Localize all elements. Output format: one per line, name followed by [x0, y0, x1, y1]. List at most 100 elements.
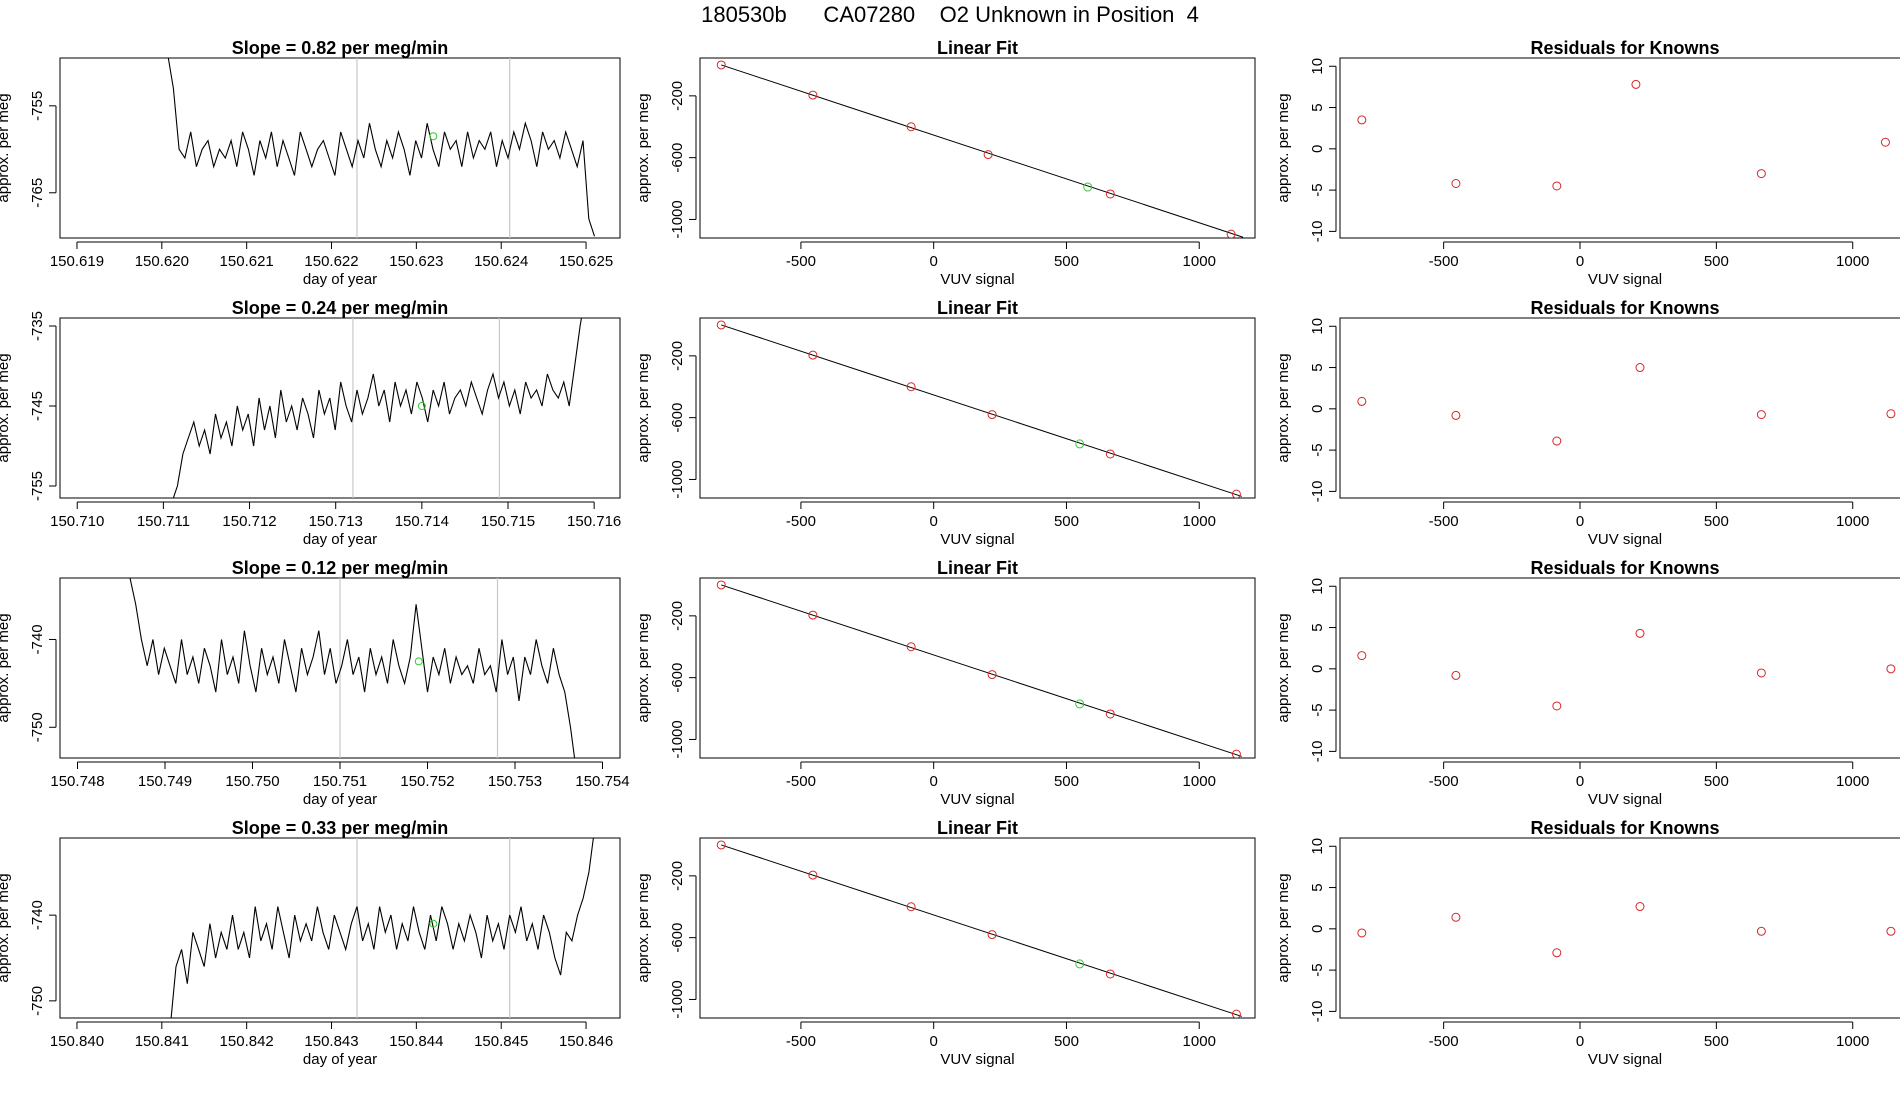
- plot-frame: [699, 317, 1256, 499]
- x-tick-label: 150.620: [135, 253, 189, 270]
- y-tick-label: 5: [1309, 363, 1326, 371]
- y-tick-label: -5: [1309, 963, 1326, 976]
- x-tick-label: 150.619: [50, 253, 104, 270]
- plot-area: [716, 60, 1244, 238]
- unknown-point: [417, 402, 426, 410]
- y-tick-label: 10: [1309, 578, 1326, 595]
- x-tick-label: 150.621: [220, 253, 274, 270]
- y-tick-label: -10: [1309, 481, 1326, 503]
- y-tick-label: -200: [669, 601, 686, 631]
- known-point: [906, 642, 916, 652]
- x-tick-label: 150.714: [395, 513, 449, 530]
- unknown-point: [414, 657, 423, 666]
- x-tick-label: 150.753: [488, 773, 542, 790]
- plot-area: [170, 838, 594, 1018]
- x-tick-label: 1000: [1183, 513, 1216, 530]
- x-tick-label: 150.712: [222, 513, 276, 530]
- y-axis-label: approx. per meg: [635, 873, 652, 982]
- known-point: [808, 870, 818, 880]
- y-tick-label: -600: [669, 403, 686, 433]
- x-tick-label: 500: [1704, 253, 1729, 270]
- y-axis-label: approx. per meg: [635, 613, 652, 722]
- x-tick-label: 0: [1576, 773, 1584, 790]
- y-tick-label: -5: [1309, 183, 1326, 196]
- y-tick-label: -755: [29, 471, 46, 501]
- chart-title: Linear Fit: [937, 298, 1018, 318]
- residual-point: [1631, 79, 1641, 89]
- x-tick-label: 150.842: [220, 1033, 274, 1050]
- y-tick-label: -740: [29, 624, 46, 654]
- residual-point: [1635, 628, 1645, 638]
- y-axis-label: approx. per meg: [0, 353, 12, 462]
- chart-residuals-4: Residuals for Knowns -500 0 500 1000 VUV sign…: [1275, 818, 1900, 1068]
- x-axis-label: day of year: [303, 791, 377, 808]
- known-point: [983, 150, 993, 160]
- unknown-point: [429, 132, 438, 141]
- residual-point: [1451, 912, 1461, 922]
- y-tick-label: 0: [1309, 405, 1326, 413]
- known-point: [1231, 489, 1241, 498]
- x-tick-label: -500: [1429, 773, 1459, 790]
- y-tick-label: 10: [1309, 58, 1326, 75]
- residual-point: [1451, 179, 1461, 189]
- y-tick-label: -200: [669, 341, 686, 371]
- known-point: [1105, 189, 1115, 199]
- x-tick-label: 150.840: [50, 1033, 104, 1050]
- chart-trace-4: Slope = 0.33 per meg/min 150.840 150.841 15…: [0, 818, 621, 1068]
- x-tick-label: 1000: [1836, 773, 1869, 790]
- x-tick-label: 1000: [1183, 773, 1216, 790]
- x-tick-label: 150.622: [304, 253, 358, 270]
- y-tick-label: 5: [1309, 883, 1326, 891]
- known-point: [716, 60, 726, 70]
- x-tick-label: 500: [1054, 253, 1079, 270]
- x-tick-label: 150.715: [481, 513, 535, 530]
- trace-line: [167, 58, 596, 237]
- y-tick-label: -10: [1309, 1001, 1326, 1023]
- x-tick-label: 1000: [1836, 513, 1869, 530]
- trace-line: [170, 838, 594, 1018]
- y-tick-label: -600: [669, 143, 686, 173]
- x-tick-label: 0: [1576, 513, 1584, 530]
- y-tick-label: 10: [1309, 318, 1326, 335]
- chart-fit-2: Linear Fit -500 0 500 1000 VUV signal -200 -600…: [635, 298, 1256, 548]
- y-tick-label: -735: [29, 311, 46, 341]
- residual-point: [1756, 926, 1766, 936]
- x-tick-label: 150.711: [137, 513, 190, 530]
- y-tick-label: -10: [1309, 221, 1326, 243]
- y-axis-label: approx. per meg: [1275, 613, 1292, 722]
- x-tick-label: -500: [1429, 253, 1459, 270]
- unknown-point: [1075, 959, 1085, 969]
- x-axis-label: day of year: [303, 271, 377, 288]
- x-tick-label: 0: [930, 253, 938, 270]
- chart-residuals-3: Residuals for Knowns -500 0 500 1000 VUV sign…: [1275, 558, 1900, 808]
- y-tick-label: -755: [29, 91, 46, 121]
- known-point: [1105, 709, 1115, 719]
- x-tick-label: 150.846: [559, 1033, 613, 1050]
- plot-frame: [699, 57, 1256, 239]
- x-tick-label: 1000: [1183, 253, 1216, 270]
- plot-frame: [59, 317, 621, 499]
- y-tick-label: -745: [29, 391, 46, 421]
- fit-line: [721, 324, 1242, 497]
- known-point: [1105, 969, 1115, 979]
- known-point: [906, 122, 916, 132]
- residual-point: [1886, 409, 1896, 419]
- chart-title: Linear Fit: [937, 38, 1018, 58]
- plot-area: [1357, 79, 1890, 191]
- y-tick-label: -600: [669, 923, 686, 953]
- plot-frame: [59, 837, 621, 1019]
- plot-frame: [1339, 577, 1900, 759]
- x-tick-label: -500: [786, 773, 816, 790]
- y-axis-label: approx. per meg: [1275, 873, 1292, 982]
- x-tick-label: 150.752: [400, 773, 454, 790]
- known-point: [906, 902, 916, 912]
- y-tick-label: 0: [1309, 925, 1326, 933]
- y-tick-label: -1000: [669, 980, 686, 1018]
- x-tick-label: 500: [1054, 773, 1079, 790]
- chart-title: Slope = 0.33 per meg/min: [232, 818, 449, 838]
- chart-title: Residuals for Knowns: [1530, 818, 1719, 838]
- unknown-point: [1075, 439, 1085, 449]
- residual-point: [1552, 181, 1562, 191]
- unknown-point: [429, 919, 438, 928]
- x-tick-label: -500: [786, 253, 816, 270]
